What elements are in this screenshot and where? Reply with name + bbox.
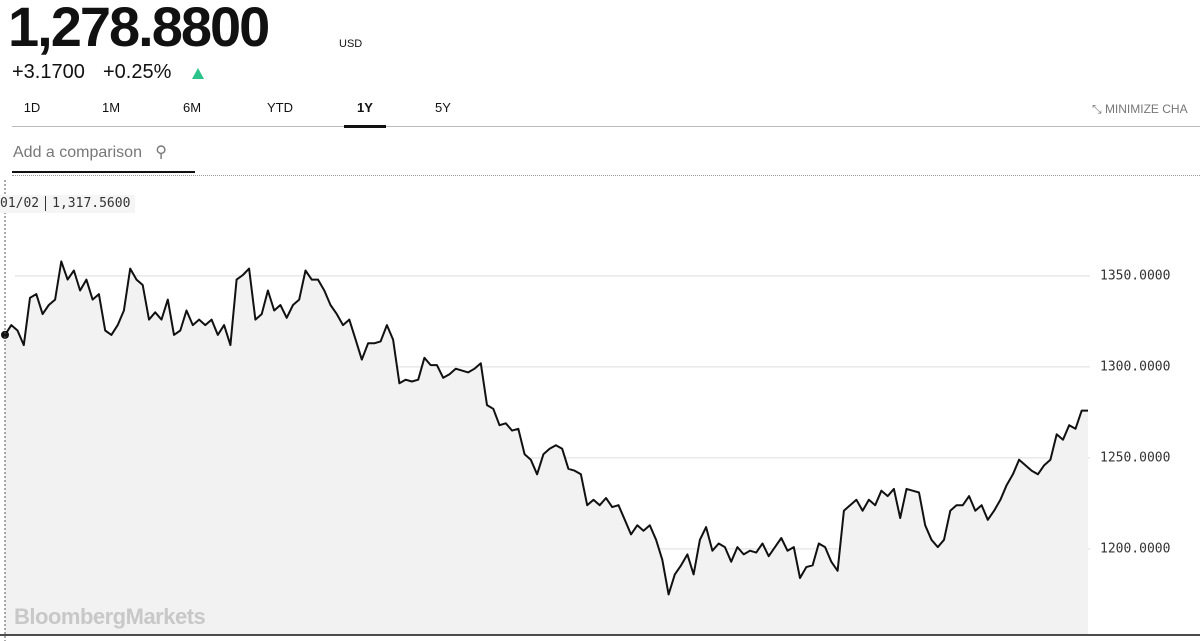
search-input[interactable]: Add a comparison ⚲ <box>13 144 168 161</box>
minimize-chart[interactable]: ⤡ MINIMIZE CHA <box>1092 102 1188 116</box>
placeholder: Add a comparison <box>13 144 142 161</box>
divider <box>12 126 1200 127</box>
up-arrow <box>192 68 204 79</box>
range-tab[interactable]: 1D <box>23 100 41 115</box>
y-tick-label: 1200.0000 <box>1100 541 1170 556</box>
price-line <box>4 260 1088 596</box>
range-tab[interactable]: YTD <box>267 100 293 115</box>
tooltip-value: 1,317.5600 <box>52 196 131 211</box>
range-tab[interactable]: 6M <box>182 100 202 115</box>
y-tick-label: 1350.0000 <box>1100 268 1170 283</box>
area <box>5 261 1088 635</box>
active-underline <box>344 125 386 128</box>
change-percent: +0.25% <box>103 61 172 83</box>
range-tab[interactable]: 1Y <box>357 100 373 115</box>
divider <box>12 175 1200 176</box>
change: +3.1700 <box>12 61 85 83</box>
minimize-label[interactable]: MINIMIZE CHA <box>1104 102 1188 116</box>
currency: USD <box>339 38 363 50</box>
tooltip-date: 01/02 <box>0 196 40 211</box>
range-tab[interactable]: 1M <box>101 100 121 115</box>
tooltip: 01/02 1,317.5600 <box>0 195 136 213</box>
range-tab[interactable]: 5Y <box>435 100 451 115</box>
watermark: BloombergMarkets <box>14 604 206 629</box>
search-underline <box>12 171 195 173</box>
hover-dot <box>1 330 9 339</box>
y-tick-label: 1250.0000 <box>1100 450 1170 465</box>
price: 1,278.8800 <box>8 0 270 58</box>
y-tick-label: 1300.0000 <box>1100 359 1170 374</box>
